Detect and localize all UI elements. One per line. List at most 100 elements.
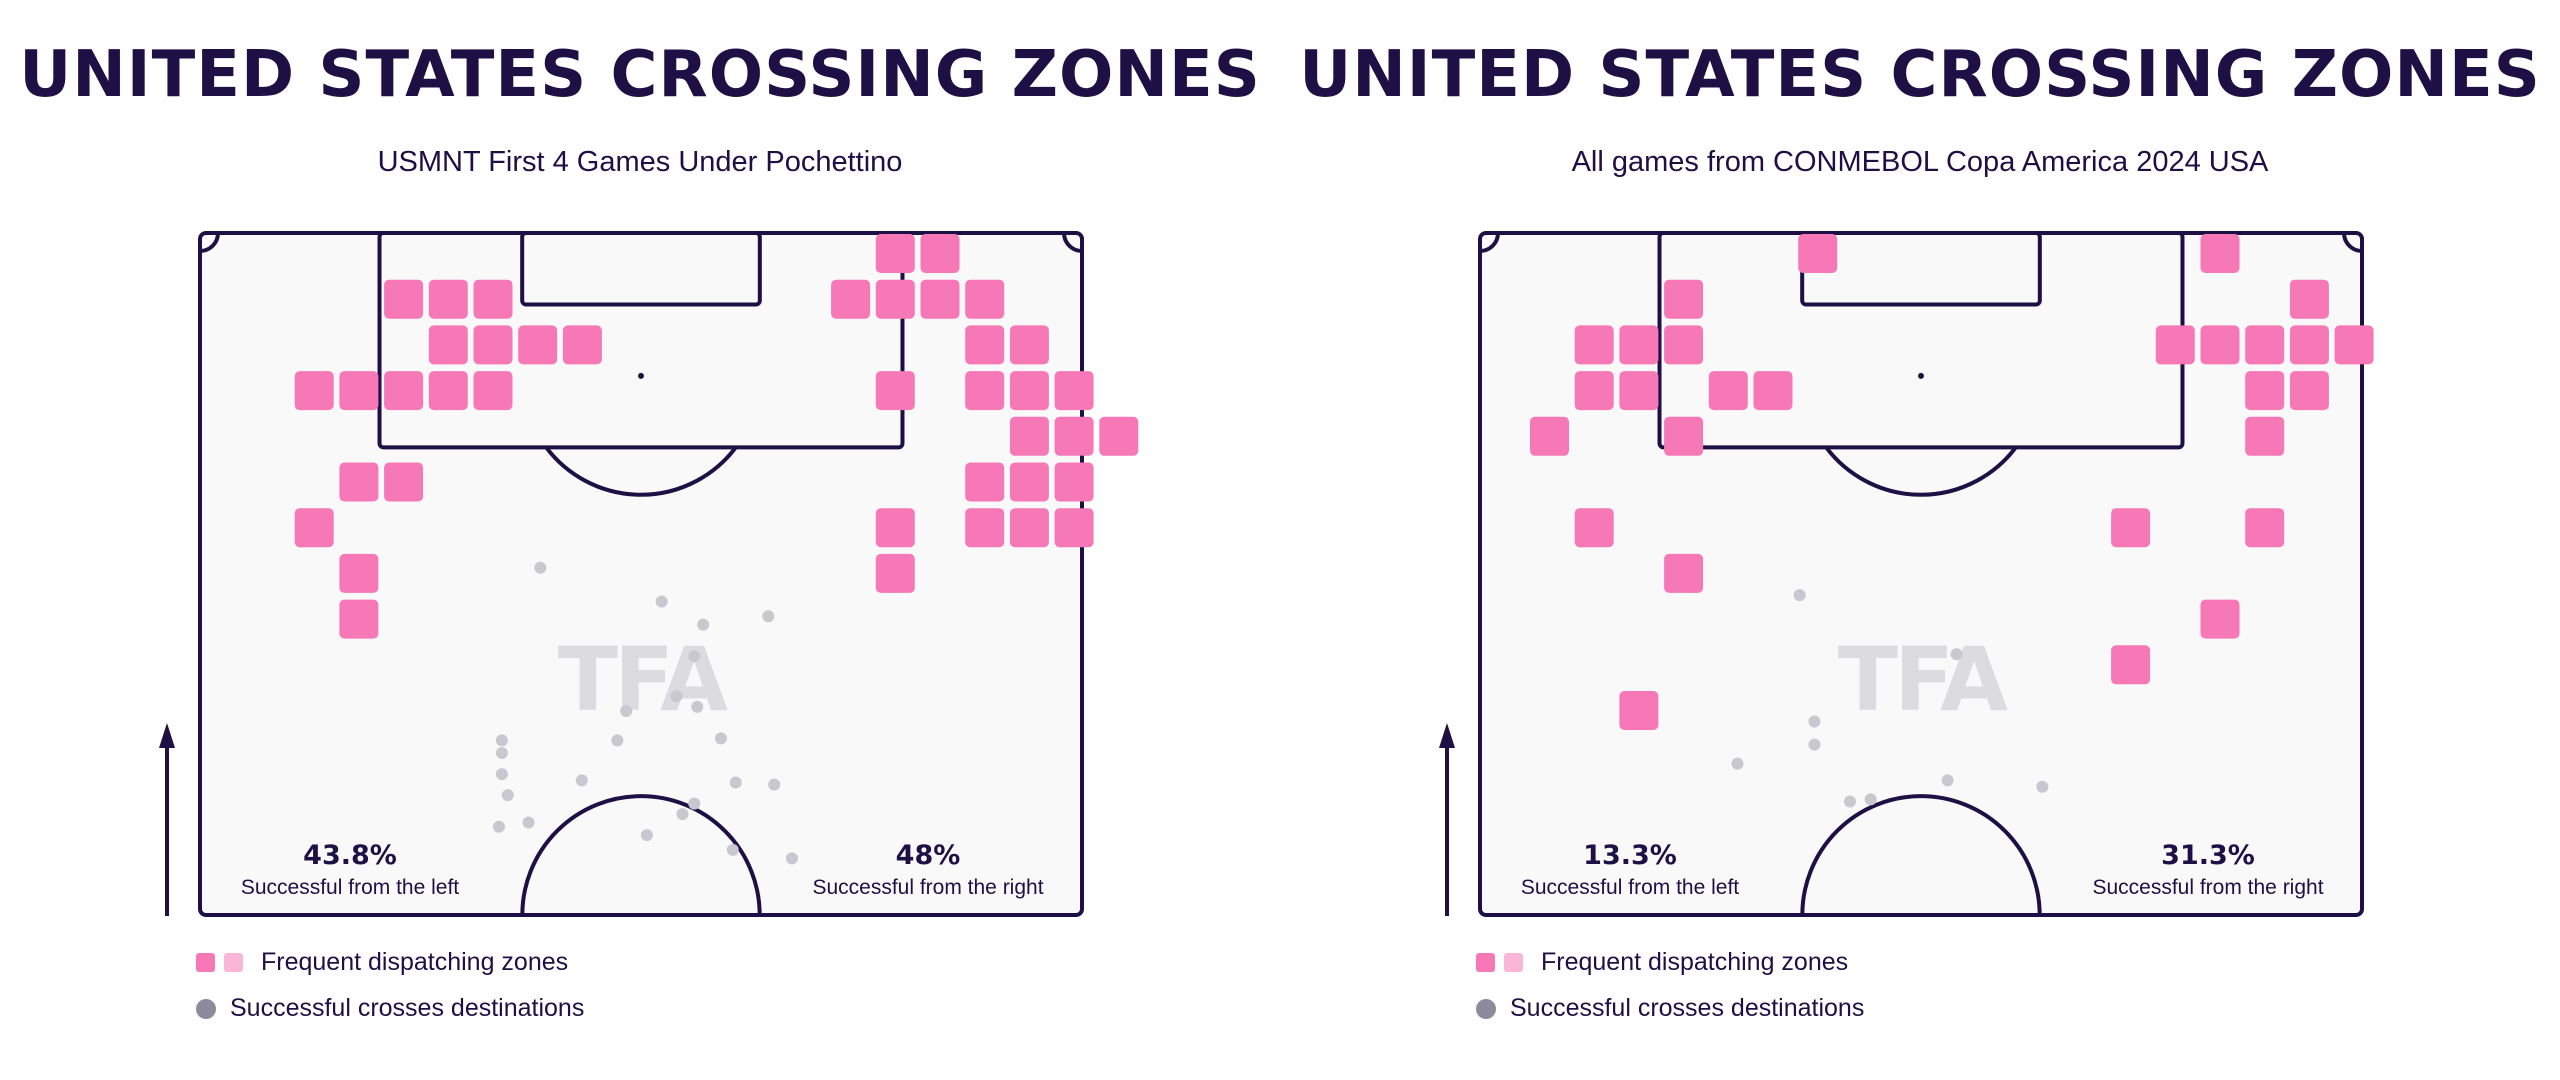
- penalty-arc: [544, 446, 738, 497]
- zone-square: [875, 371, 915, 411]
- legend-swatch-strong: [196, 953, 215, 972]
- cross-destination-dot: [1731, 757, 1744, 770]
- zone-square: [965, 325, 1005, 365]
- legend-crosses: Successful crosses destinations: [1476, 994, 1864, 1023]
- zone-square: [339, 599, 379, 639]
- arrow-head-icon: [159, 723, 175, 748]
- zone-square: [965, 371, 1005, 411]
- cross-destination-dot: [1843, 795, 1856, 808]
- zone-square: [1530, 416, 1569, 456]
- legend-zones: Frequent dispatching zones: [196, 948, 568, 977]
- stat-left-value: 43.8%: [303, 840, 397, 871]
- zone-square: [875, 508, 915, 548]
- zone-square: [294, 508, 334, 548]
- cross-destination-dot: [1808, 715, 1821, 728]
- zone-square: [2289, 325, 2329, 365]
- watermark-text: TFA: [1838, 628, 2008, 731]
- zone-square: [1009, 325, 1049, 365]
- zone-square: [1574, 508, 1614, 548]
- zone-square: [2200, 599, 2240, 639]
- cross-destination-dot: [495, 768, 508, 781]
- zone-square: [339, 462, 379, 502]
- legend-zones-label: Frequent dispatching zones: [261, 948, 569, 976]
- zone-square: [384, 462, 424, 502]
- cross-destination-dot: [495, 734, 508, 747]
- cross-destination-dot: [501, 789, 514, 802]
- stat-left-label: Successful from the left: [241, 876, 459, 899]
- zone-square: [920, 279, 960, 319]
- stat-right-label: Successful from the right: [812, 876, 1043, 899]
- zone-square: [2245, 416, 2285, 456]
- zone-square: [1054, 371, 1094, 411]
- chart-title: UNITED STATES CROSSING ZONES: [1299, 38, 2541, 112]
- corner-arc-left: [1479, 232, 1500, 253]
- zone-square: [875, 553, 915, 593]
- pitch-diagram: TFA 13.3% Successful from the left 31.3% Suc…: [1439, 231, 2374, 917]
- cross-destination-dot: [691, 700, 704, 713]
- legend-swatch-light: [1504, 953, 1523, 972]
- zone-square: [428, 279, 468, 319]
- zone-square: [1054, 462, 1094, 502]
- zone-square: [1009, 371, 1049, 411]
- zone-square: [965, 462, 1005, 502]
- zone-square: [473, 279, 513, 319]
- cross-destination-dot: [522, 816, 535, 829]
- cross-destination-dot: [726, 843, 739, 856]
- stat-left-label: Successful from the left: [1521, 876, 1739, 899]
- zone-square: [562, 325, 602, 365]
- zone-square: [1009, 462, 1049, 502]
- zone-square: [384, 279, 424, 319]
- stat-right-value: 48%: [896, 840, 961, 871]
- six-yard-box: [520, 231, 762, 307]
- zone-square: [473, 371, 513, 411]
- zone-square: [1574, 325, 1614, 365]
- corner-arc-left: [199, 232, 220, 253]
- zone-square: [339, 553, 379, 593]
- centre-circle: [520, 794, 762, 916]
- stat-left-value: 13.3%: [1583, 840, 1677, 871]
- zone-square: [2200, 325, 2240, 365]
- cross-destination-dot: [655, 595, 668, 608]
- legend-swatch-strong: [1476, 953, 1495, 972]
- cross-destination-dot: [688, 797, 701, 810]
- legend-swatch-light: [224, 953, 243, 972]
- cross-destination-dot: [495, 747, 508, 760]
- zone-square: [2245, 325, 2285, 365]
- zone-square: [1664, 553, 1704, 593]
- chart-title: UNITED STATES CROSSING ZONES: [19, 38, 1261, 112]
- chart-subtitle: All games from CONMEBOL Copa America 202…: [1571, 146, 2269, 178]
- zone-square: [518, 325, 558, 365]
- cross-destination-dot: [762, 610, 775, 623]
- stat-right-label: Successful from the right: [2092, 876, 2323, 899]
- zone-square: [2155, 325, 2195, 365]
- cross-destination-dot: [2036, 780, 2049, 793]
- zone-square: [294, 371, 334, 411]
- zone-square: [1574, 371, 1614, 411]
- cross-destination-dot: [534, 561, 547, 574]
- zone-square: [1619, 371, 1659, 411]
- zone-square: [1664, 325, 1704, 365]
- cross-destination-dot: [688, 650, 701, 663]
- legend-zones: Frequent dispatching zones: [1476, 948, 1848, 977]
- zone-square: [384, 371, 424, 411]
- corner-arc-right: [1062, 232, 1083, 253]
- zone-square: [1009, 416, 1049, 456]
- watermark-text: TFA: [558, 628, 728, 731]
- cross-destination-dot: [611, 734, 624, 747]
- cross-destination-dot: [768, 778, 781, 791]
- zone-square: [2289, 279, 2329, 319]
- centre-circle: [1800, 794, 2042, 916]
- cross-destination-dot: [785, 852, 798, 865]
- chart-panel-left: UNITED STATES CROSSING ZONES USMNT First…: [19, 38, 1261, 1022]
- zone-square: [831, 279, 871, 319]
- legend-dot-icon: [196, 998, 216, 1019]
- zone-square: [428, 371, 468, 411]
- pitch-outline: [198, 231, 1084, 917]
- cross-destination-dot: [1808, 738, 1821, 751]
- zone-square: [1099, 416, 1139, 456]
- arrow-head-icon: [1439, 723, 1455, 748]
- cross-destination-dot: [575, 774, 588, 787]
- zone-square: [2334, 325, 2374, 365]
- zone-square: [2245, 508, 2285, 548]
